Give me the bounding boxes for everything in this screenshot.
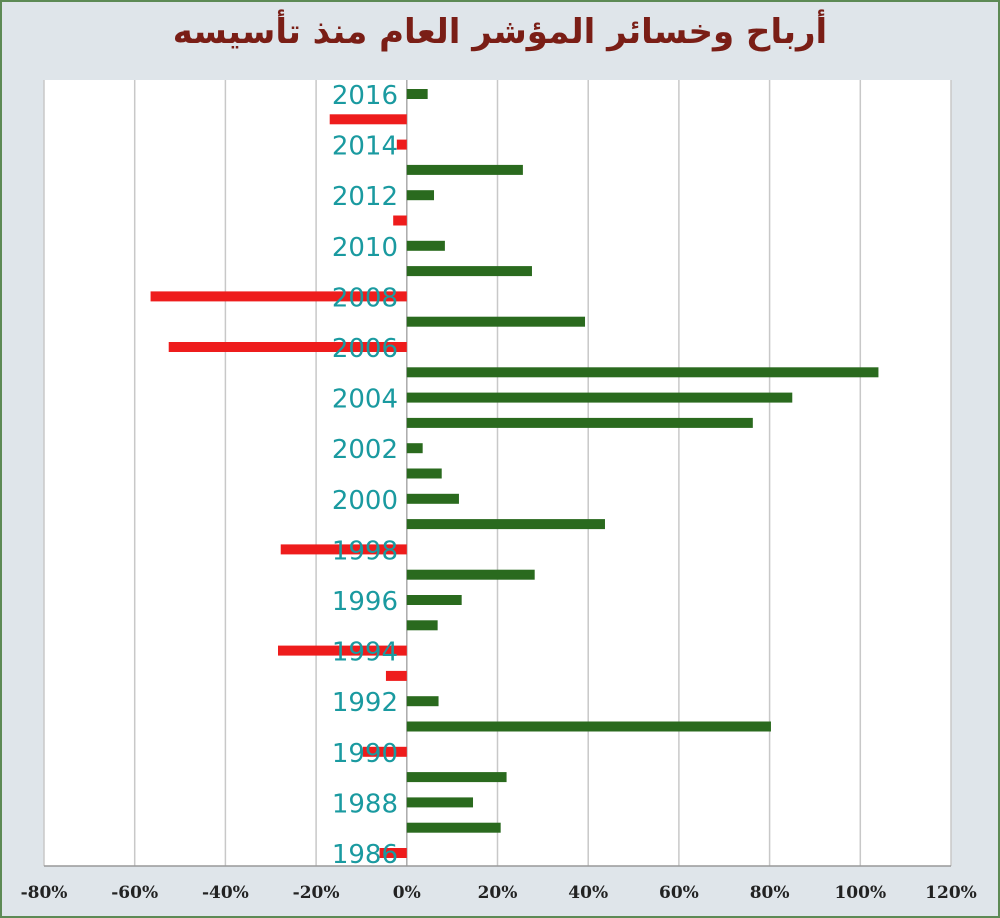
bar-1996 xyxy=(406,595,462,605)
bar-2006 xyxy=(168,342,407,352)
bar-2014 xyxy=(396,139,407,150)
bar-1992 xyxy=(406,696,439,707)
bar-1999 xyxy=(406,519,605,530)
x-tick-label: 80% xyxy=(750,883,790,903)
year-label: 1996 xyxy=(332,587,398,617)
year-label: 2008 xyxy=(332,283,398,313)
x-tick-label: -40% xyxy=(202,883,249,903)
x-tick-label: -80% xyxy=(21,883,68,903)
x-tick-label: -20% xyxy=(293,883,340,903)
bar-1989 xyxy=(406,772,507,783)
year-label: 1992 xyxy=(332,688,398,718)
bar-2013 xyxy=(406,164,523,175)
bar-1988 xyxy=(406,797,474,808)
chart-title: أرباح وخسائر المؤشر العام منذ تأسيسه xyxy=(172,12,828,52)
year-label: 2006 xyxy=(332,334,398,364)
x-tick-label: 120% xyxy=(925,883,977,903)
x-tick-label: 60% xyxy=(659,883,699,903)
bar-2011 xyxy=(393,215,407,226)
bar-2010 xyxy=(406,240,445,251)
bar-1986 xyxy=(379,848,407,858)
year-label: 1988 xyxy=(332,789,398,819)
bar-1990 xyxy=(362,746,407,757)
year-label: 1998 xyxy=(332,536,398,566)
year-label: 2014 xyxy=(332,132,398,162)
x-tick-label: 20% xyxy=(478,883,518,903)
year-label: 2010 xyxy=(332,233,398,263)
bar-2012 xyxy=(406,190,435,201)
bar-2007 xyxy=(406,316,586,327)
bar-1991 xyxy=(406,721,771,732)
bar-2008 xyxy=(150,291,407,302)
bar-2001 xyxy=(406,468,442,479)
bar-1997 xyxy=(406,569,535,580)
bar-2009 xyxy=(406,266,532,277)
x-tick-label: 0% xyxy=(393,883,421,903)
x-tick-label: 40% xyxy=(568,883,608,903)
bar-1993 xyxy=(385,670,407,681)
bar-2015 xyxy=(329,114,407,125)
bar-1987 xyxy=(406,822,501,833)
bar-2003 xyxy=(406,417,753,428)
bar-1994 xyxy=(278,645,407,656)
year-label: 1986 xyxy=(332,840,398,870)
x-tick-label: 100% xyxy=(834,883,886,903)
bar-1995 xyxy=(406,620,438,631)
bar-2005 xyxy=(406,367,879,378)
year-label: 1994 xyxy=(332,638,398,668)
year-label: 1990 xyxy=(332,739,398,769)
bar-2004 xyxy=(406,392,793,403)
year-label: 2016 xyxy=(332,81,398,111)
bar-2000 xyxy=(406,493,459,504)
bar-2016 xyxy=(406,89,428,99)
year-label: 2000 xyxy=(332,486,398,516)
year-label: 2002 xyxy=(332,435,398,465)
bar-2002 xyxy=(406,443,423,454)
year-label: 2012 xyxy=(332,182,398,212)
bar-1998 xyxy=(280,544,407,555)
year-label: 2004 xyxy=(332,385,398,415)
x-tick-label: -60% xyxy=(111,883,158,903)
